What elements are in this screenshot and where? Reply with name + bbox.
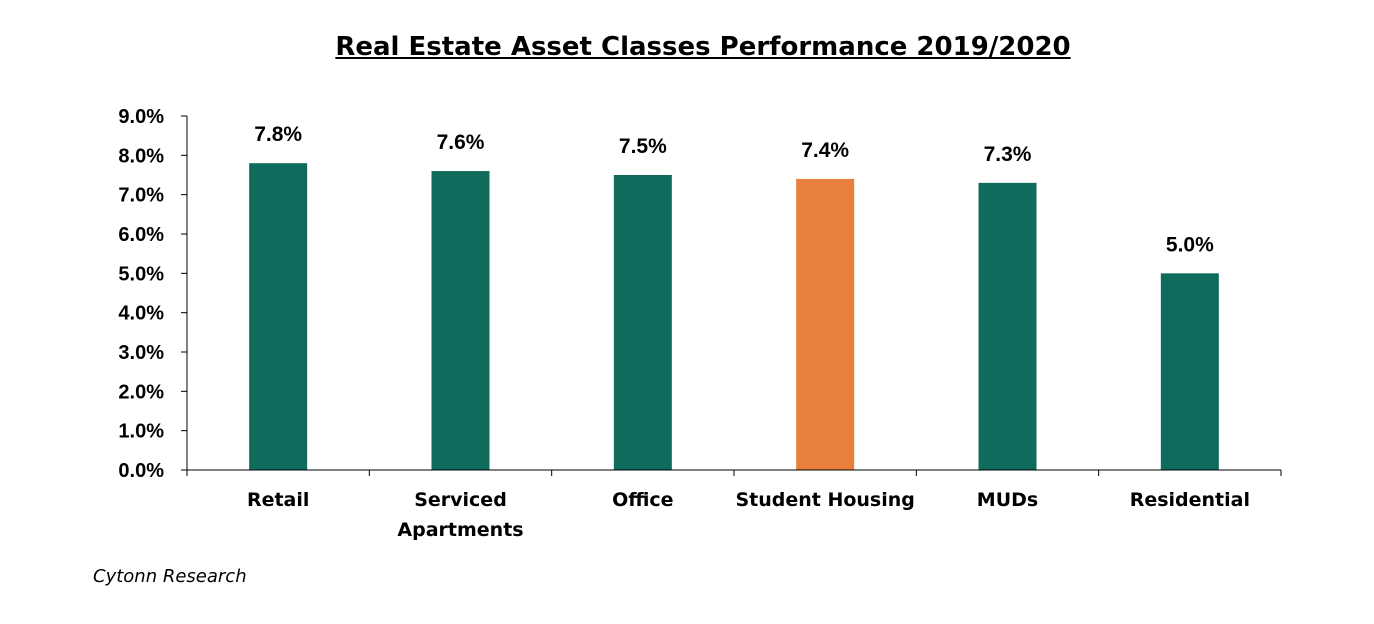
- x-tick-label: Apartments: [397, 519, 523, 541]
- y-tick-label: 3.0%: [118, 342, 164, 364]
- y-tick-label: 2.0%: [118, 381, 164, 403]
- x-tick-label: MUDs: [977, 489, 1038, 511]
- y-tick-label: 5.0%: [118, 263, 164, 285]
- y-tick-label: 9.0%: [118, 106, 164, 128]
- x-tick-label: Office: [612, 489, 674, 511]
- bar: [1160, 273, 1219, 470]
- bar: [431, 171, 490, 471]
- y-tick-label: 0.0%: [118, 460, 164, 482]
- x-tick-label: Retail: [247, 489, 309, 511]
- y-axis: 0.0% 1.0% 2.0% 3.0% 4.0% 5.0% 6.0% 7.0% 8.0% 9.0%: [118, 106, 188, 482]
- y-tick-label: 6.0%: [118, 224, 164, 246]
- data-label: 7.4%: [801, 139, 849, 162]
- x-tick-label: Student Housing: [735, 489, 914, 511]
- data-label: 7.3%: [984, 143, 1032, 166]
- data-label: 7.8%: [254, 123, 302, 146]
- y-tick-label: 7.0%: [118, 185, 164, 207]
- bar: [613, 175, 672, 470]
- y-tick-label: 4.0%: [118, 303, 164, 325]
- data-label: 7.5%: [619, 135, 667, 158]
- bar: [249, 163, 308, 470]
- chart-title: Real Estate Asset Classes Performance 20…: [335, 32, 1071, 62]
- x-axis: Retail Serviced Apartments Office Student Ho…: [186, 469, 1282, 541]
- y-tick-label: 1.0%: [118, 421, 164, 443]
- bar: [978, 182, 1037, 470]
- source-note: Cytonn Research: [93, 566, 247, 587]
- x-tick-label: Residential: [1130, 489, 1250, 511]
- data-labels: 7.8% 7.6% 7.5% 7.4% 7.3% 5.0%: [254, 123, 1214, 256]
- x-tick-label: Serviced: [414, 489, 507, 511]
- y-tick-label: 8.0%: [118, 145, 164, 167]
- data-label: 7.6%: [437, 131, 485, 154]
- bar: [796, 178, 855, 470]
- bars: [249, 163, 1219, 471]
- data-label: 5.0%: [1166, 233, 1214, 256]
